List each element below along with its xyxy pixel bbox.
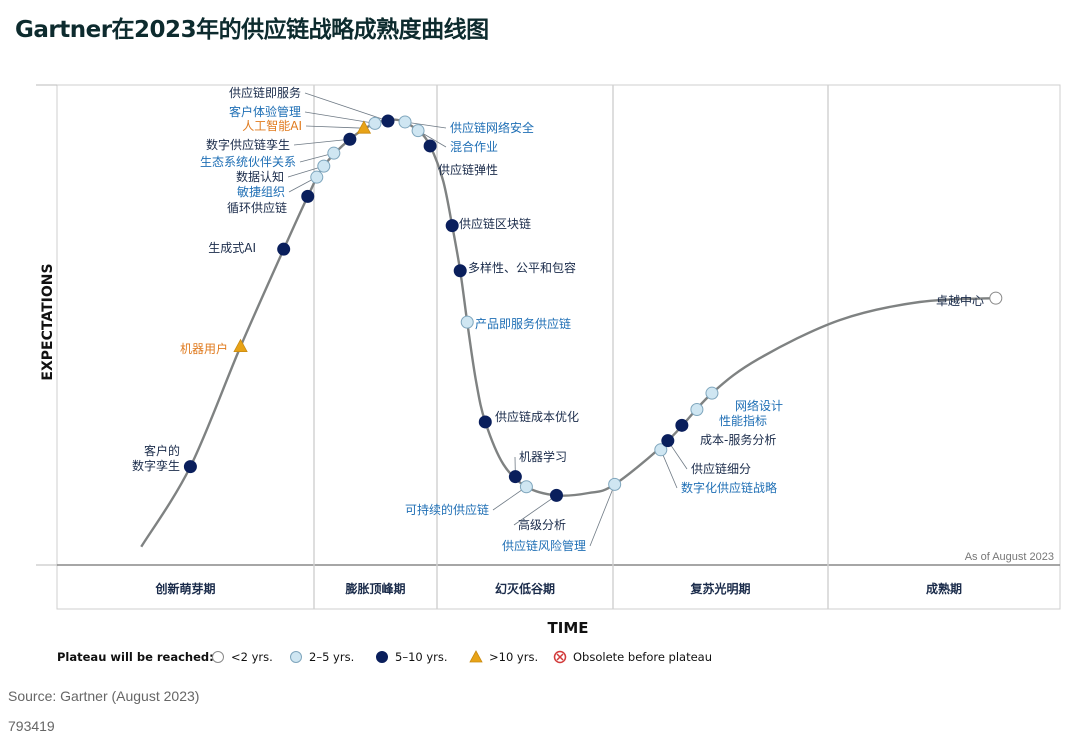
data-point-triangle	[233, 338, 248, 353]
data-point	[183, 460, 197, 474]
legend-symbol	[469, 650, 483, 663]
phase-label: 复苏光明期	[689, 581, 750, 596]
leader-line	[513, 495, 557, 526]
data-point	[277, 242, 291, 256]
data-label: 多样性、公平和包容	[468, 260, 576, 275]
legend-symbol	[212, 651, 224, 663]
data-label: 人工智能AI	[242, 118, 302, 133]
data-point	[661, 434, 675, 448]
legend-symbol	[290, 651, 302, 663]
data-point	[398, 115, 412, 129]
source-note: Source: Gartner (August 2023)	[8, 688, 200, 704]
data-label: 机器用户	[180, 341, 228, 356]
data-point	[301, 189, 315, 203]
legend-label: 2–5 yrs.	[309, 650, 354, 664]
data-point	[508, 470, 522, 484]
legend-label: >10 yrs.	[489, 650, 538, 664]
data-point	[310, 170, 324, 184]
point-labels: 客户的数字孪生 机器用户 生成式AI 循环供应链敏捷组织数据认知生态系统伙伴关系数字供…	[132, 85, 984, 553]
data-label: 性能指标	[719, 413, 767, 428]
data-label: 供应链成本优化	[495, 409, 579, 424]
data-label: 敏捷组织	[237, 184, 285, 199]
phase-label: 幻灭低谷期	[495, 581, 555, 596]
y-axis-title: EXPECTATIONS	[40, 263, 56, 380]
data-label: 机器学习	[519, 449, 567, 464]
legend-title: Plateau will be reached:	[57, 650, 214, 664]
phase-bands: 创新萌芽期 膨胀顶峰期 幻灭低谷期 复苏光明期 成熟期	[154, 85, 962, 609]
data-point	[453, 264, 467, 278]
data-point	[690, 402, 704, 416]
data-point	[608, 477, 622, 491]
data-label: 供应链细分	[691, 461, 751, 476]
leader-line	[293, 138, 350, 146]
data-point	[317, 159, 331, 173]
leader-line	[589, 484, 616, 547]
data-label: 客户体验管理	[229, 104, 301, 119]
data-label: 可持续的供应链	[405, 502, 489, 517]
phase-label: 创新萌芽期	[154, 581, 215, 596]
data-point	[675, 418, 689, 432]
data-point	[381, 114, 395, 128]
x-axis-title: TIME	[548, 619, 589, 637]
phase-label: 膨胀顶峰期	[344, 581, 405, 596]
leader-line	[660, 449, 678, 489]
as-of-date: As of August 2023	[965, 551, 1054, 563]
data-label: 成本-服务分析	[700, 432, 776, 447]
data-label: 网络设计	[735, 398, 783, 413]
leader-line	[492, 486, 527, 511]
data-label: 循环供应链	[227, 200, 287, 215]
data-point	[705, 386, 719, 400]
legend-symbol-cross	[556, 653, 564, 661]
phase-label: 成熟期	[926, 581, 962, 596]
data-label: 供应链区块链	[459, 216, 531, 231]
data-point	[460, 315, 474, 329]
document-id: 793419	[8, 718, 55, 734]
data-label: 客户的数字孪生	[132, 443, 180, 473]
data-point	[445, 219, 459, 233]
data-point	[368, 116, 382, 130]
data-label: 供应链网络安全	[450, 120, 534, 135]
legend-symbol	[376, 651, 388, 663]
data-label: 卓越中心	[936, 293, 984, 308]
data-point	[989, 291, 1003, 305]
data-label: 供应链风险管理	[502, 538, 586, 553]
data-label: 高级分析	[518, 517, 566, 532]
legend-label: 5–10 yrs.	[395, 650, 448, 664]
data-point	[519, 480, 533, 494]
leader-line	[304, 111, 376, 124]
chart-title: Gartner在2023年的供应链战略成熟度曲线图	[15, 17, 489, 43]
data-label: 生成式AI	[208, 241, 256, 255]
chart-frame	[36, 84, 1061, 610]
data-label: 数据认知	[236, 169, 284, 184]
data-point	[327, 146, 341, 160]
data-point	[423, 139, 437, 153]
data-point-triangle	[356, 120, 372, 134]
leader-line	[305, 125, 364, 129]
legend-label: Obsolete before plateau	[573, 650, 712, 664]
data-label: 供应链弹性	[438, 162, 498, 177]
data-point	[343, 132, 357, 146]
data-point	[411, 124, 425, 138]
legend-label: <2 yrs.	[231, 650, 273, 664]
data-point	[478, 415, 492, 429]
data-label: 数字化供应链战略	[681, 480, 777, 495]
legend: Plateau will be reached: <2 yrs. 2–5 yrs. 5…	[57, 650, 712, 664]
data-label: 供应链即服务	[229, 85, 301, 100]
data-label: 混合作业	[450, 139, 498, 154]
data-label: 生态系统伙伴关系	[200, 155, 296, 169]
leader-line	[404, 121, 447, 129]
data-point	[549, 488, 563, 502]
data-points	[183, 114, 1003, 502]
data-label: 数字供应链孪生	[206, 137, 290, 152]
leader-line	[304, 92, 389, 122]
data-label: 产品即服务供应链	[475, 316, 571, 331]
data-point	[654, 443, 668, 457]
